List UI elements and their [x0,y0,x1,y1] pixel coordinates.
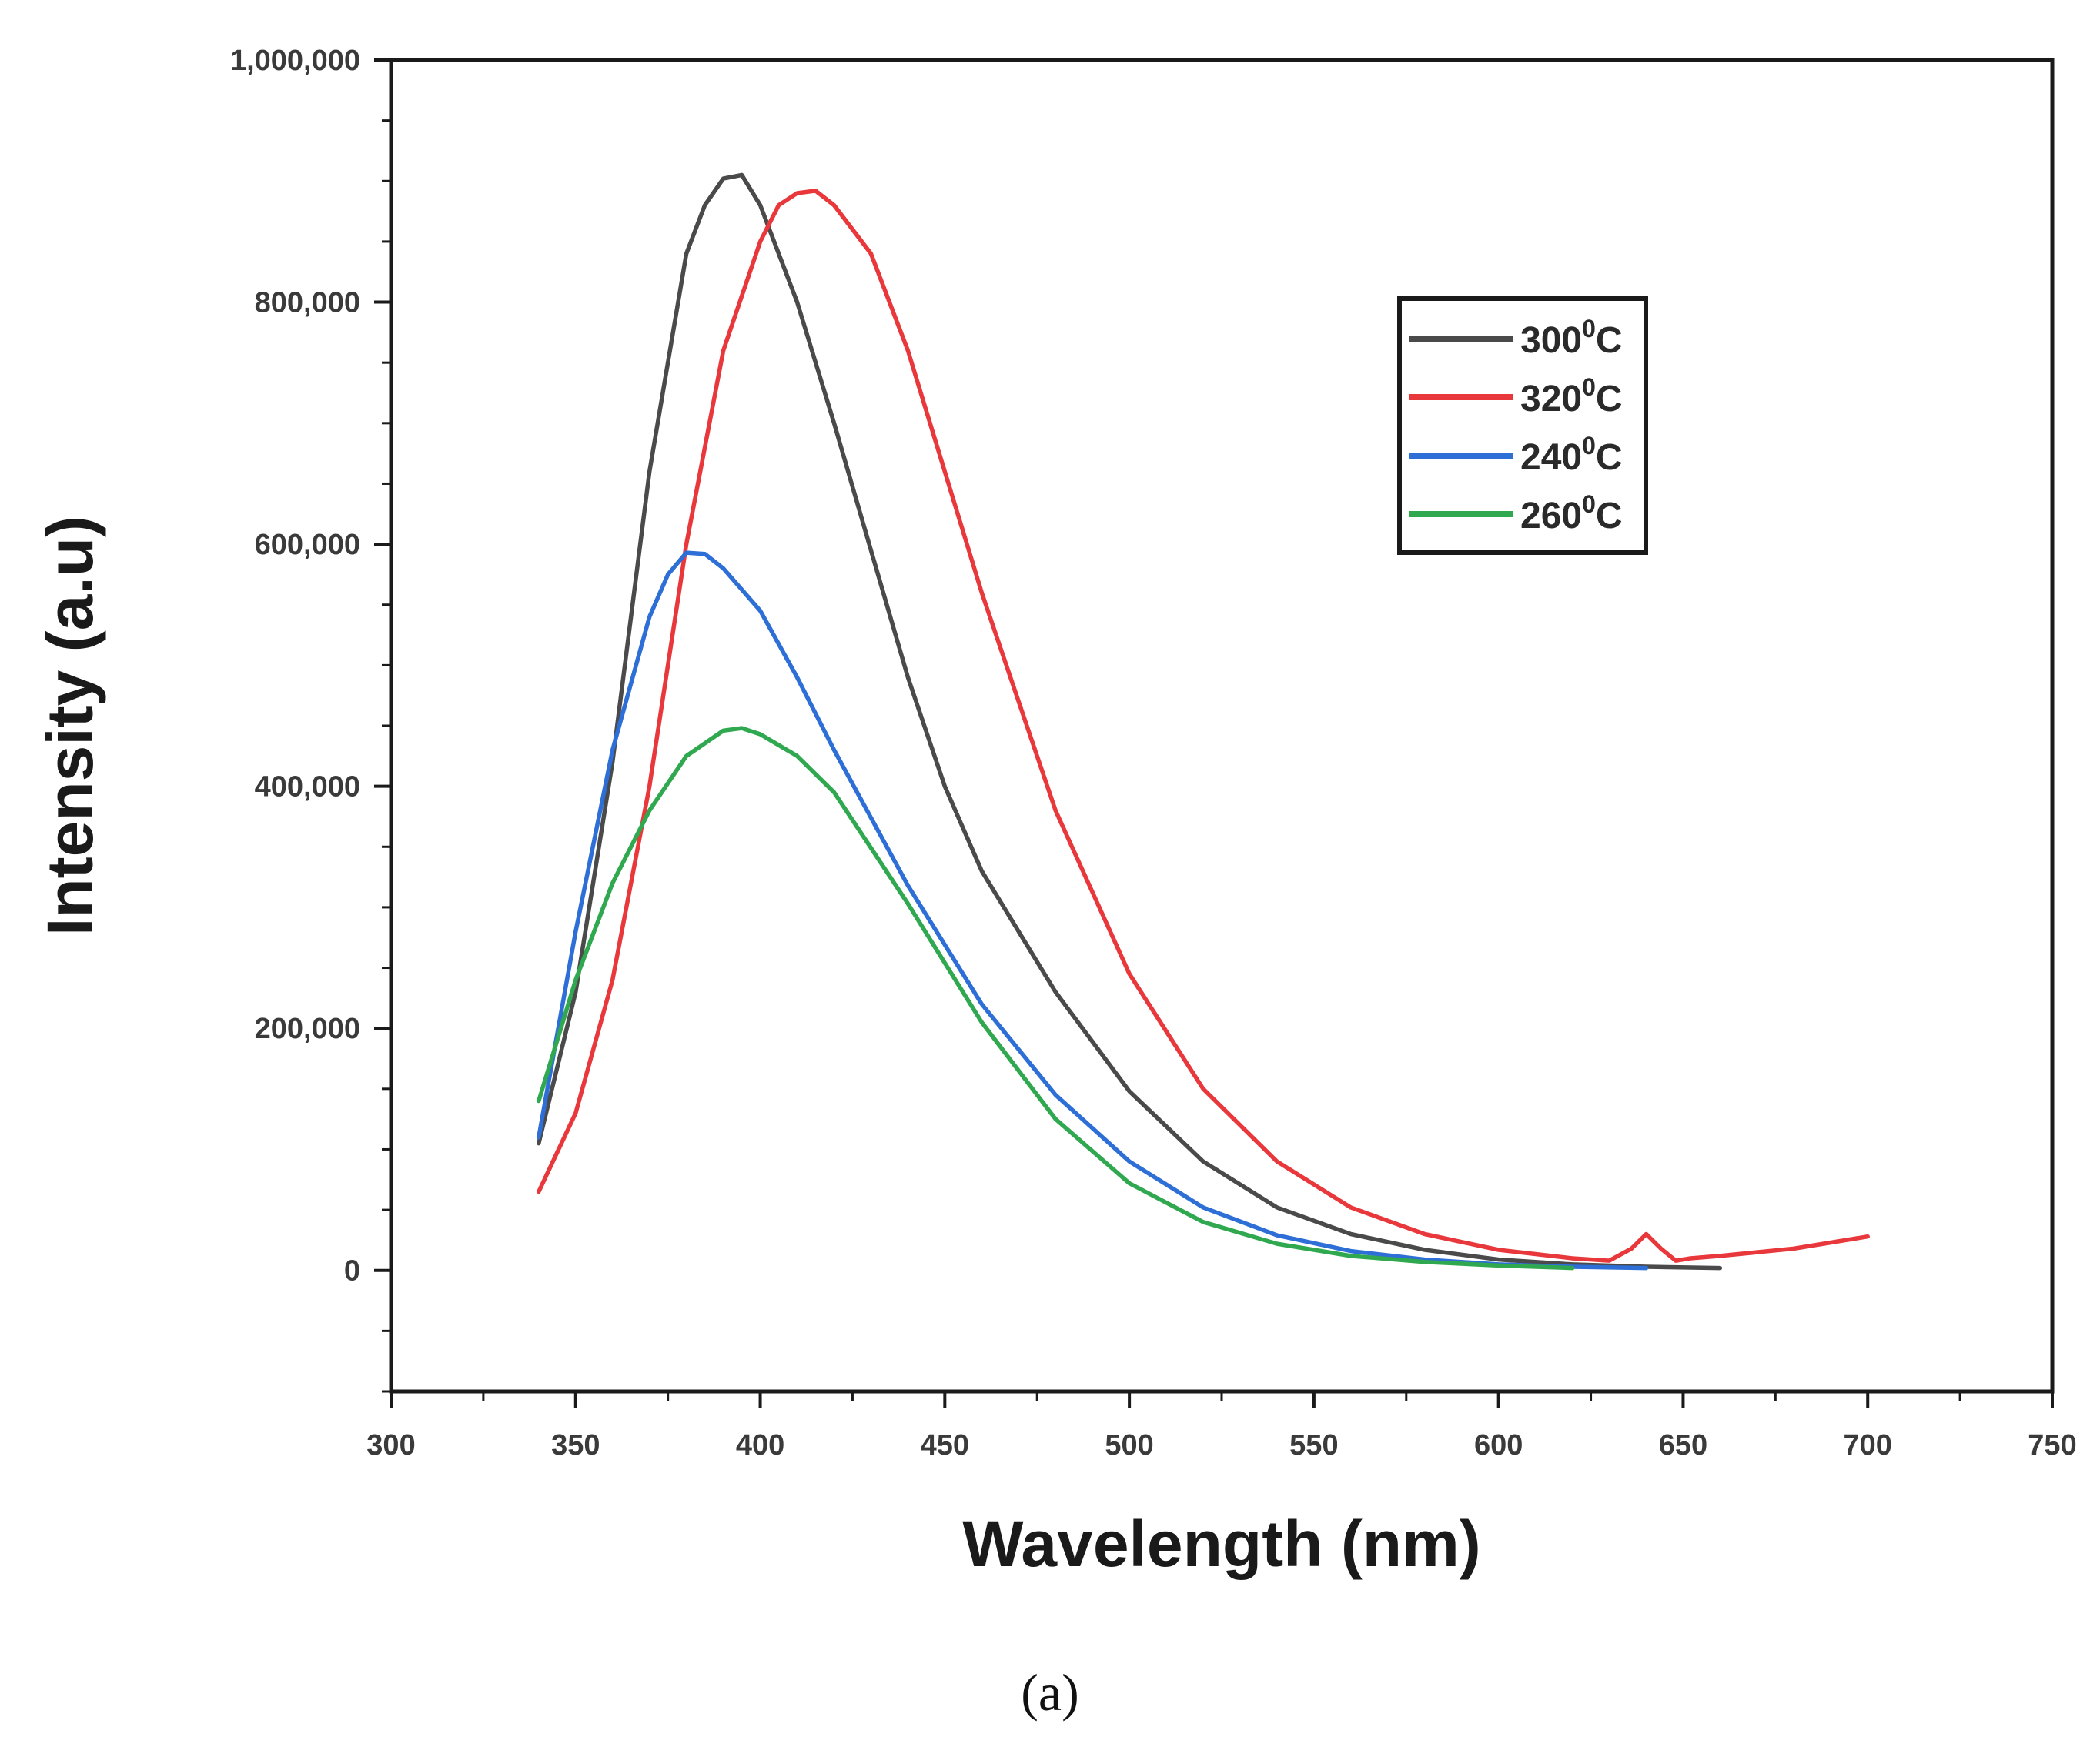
x-axis-title: Wavelength (nm) [962,1508,1481,1580]
legend-box [1397,296,1648,555]
x-tick-label: 300 [366,1429,415,1461]
series-group [537,172,1870,1271]
y-tick-label: 800,000 [255,287,360,319]
y-axis: 0 200,000 400,000 600,000 800,000 1,000,000 [230,45,391,1393]
legend: 3000C 3200C 2400C 2600C [1397,296,1648,555]
y-tick-label: 400,000 [255,771,360,803]
y-tick-label: 1,000,000 [230,45,360,77]
x-tick-label: 650 [1659,1429,1707,1461]
x-tick-label: 500 [1105,1429,1153,1461]
y-tick-label: 0 [344,1255,360,1288]
legend-label-320: 3200C [1520,373,1623,419]
series-line-260 [537,726,1575,1271]
figure-caption: (a) [1021,1663,1079,1722]
x-tick-label: 450 [921,1429,969,1461]
x-tick-label: 550 [1289,1429,1338,1461]
series-line-300 [537,172,1723,1271]
legend-label-300: 3000C [1520,315,1623,361]
x-tick-label: 600 [1474,1429,1523,1461]
legend-label-240: 2400C [1520,432,1623,478]
y-axis-title: Intensity (a.u) [34,516,106,936]
x-axis: 300 350 400 450 500 550 600 650 700 750 [366,1391,2077,1461]
series-line-240 [537,550,1649,1271]
x-tick-label: 700 [1844,1429,1892,1461]
series-line-320 [537,189,1870,1263]
y-tick-label: 600,000 [255,529,360,561]
x-tick-label: 400 [736,1429,784,1461]
y-tick-label: 200,000 [255,1013,360,1045]
x-tick-label: 750 [2028,1429,2076,1461]
plot-frame [389,58,2055,1394]
x-tick-label: 350 [551,1429,600,1461]
legend-label-260: 2600C [1520,490,1623,536]
